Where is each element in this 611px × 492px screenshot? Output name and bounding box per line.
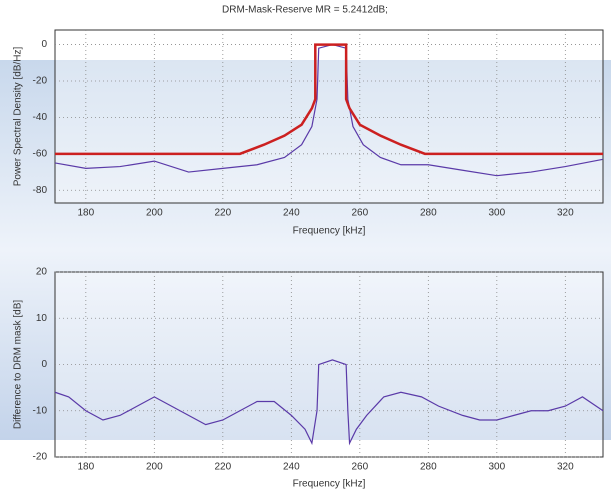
y-tick-label: -10 [33, 405, 48, 416]
series-line [54, 359, 604, 446]
x-tick-label: 280 [420, 462, 437, 473]
x-tick-label: 200 [146, 208, 163, 219]
plot-area [54, 29, 604, 204]
y-axis-label: Difference to DRM mask [dB] [13, 300, 24, 430]
y-axis-label: Power Spectral Density [dB/Hz] [13, 47, 24, 187]
x-tick-label: 220 [214, 208, 231, 219]
x-tick-label: 220 [214, 462, 231, 473]
y-tick-label: -80 [33, 185, 48, 196]
x-tick-label: 260 [351, 208, 368, 219]
background-band [0, 60, 611, 440]
x-tick-label: 300 [488, 462, 505, 473]
x-tick-label: 180 [77, 462, 94, 473]
y-tick-label: 0 [41, 39, 47, 50]
series-line [55, 43, 603, 156]
y-tick-label: -40 [33, 112, 48, 123]
x-tick-label: 320 [557, 462, 574, 473]
y-tick-label: 0 [41, 359, 47, 370]
x-tick-label: 240 [283, 462, 300, 473]
x-tick-label: 200 [146, 462, 163, 473]
chart-title: DRM-Mask-Reserve MR = 5.2412dB; [222, 5, 388, 16]
y-tick-label: 20 [36, 267, 48, 278]
plot-area [54, 271, 604, 458]
y-tick-label: -20 [33, 76, 48, 87]
y-tick-label: -20 [33, 452, 48, 463]
x-tick-label: 280 [420, 208, 437, 219]
x-axis-label: Frequency [kHz] [293, 479, 366, 490]
y-tick-label: -60 [33, 148, 48, 159]
x-axis-label: Frequency [kHz] [293, 226, 366, 237]
x-tick-label: 180 [77, 208, 94, 219]
x-tick-label: 300 [488, 208, 505, 219]
x-tick-label: 320 [557, 208, 574, 219]
x-tick-label: 240 [283, 208, 300, 219]
x-tick-label: 260 [351, 462, 368, 473]
y-tick-label: 10 [36, 313, 48, 324]
